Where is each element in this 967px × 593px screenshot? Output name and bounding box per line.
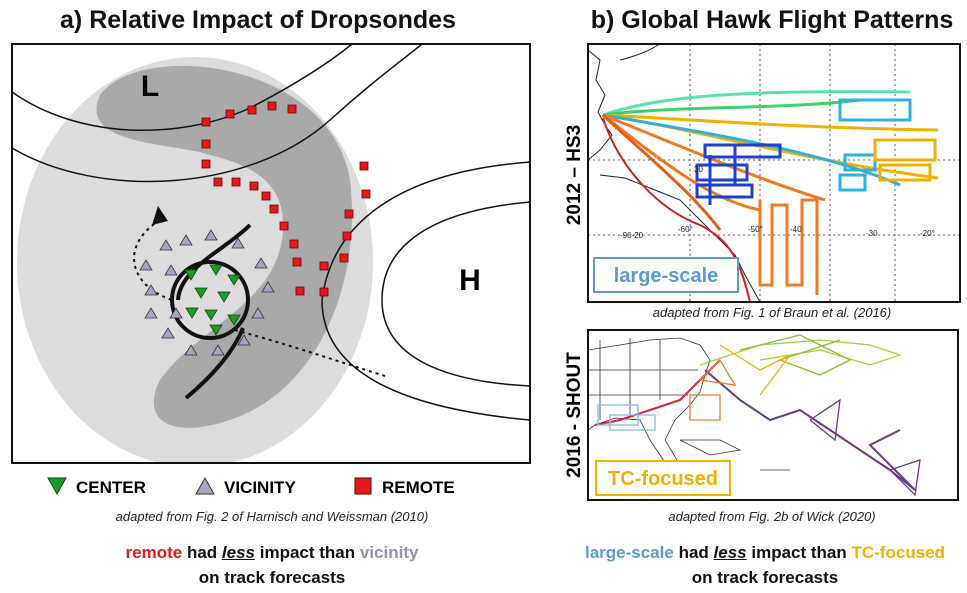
legend-shape bbox=[196, 478, 214, 494]
low-label: L bbox=[141, 70, 159, 103]
map-label: -90-20 bbox=[620, 231, 644, 240]
legend-label: VICINITY bbox=[224, 478, 296, 497]
page: a) Relative Impact of Dropsondes b) Glob… bbox=[0, 0, 967, 593]
schematic bbox=[12, 44, 530, 467]
tag: large-scale bbox=[614, 265, 719, 287]
map-label: -20° bbox=[920, 229, 935, 238]
text: impact than bbox=[751, 543, 846, 562]
credit: adapted from Fig. 2 of Harnisch and Weis… bbox=[116, 509, 429, 524]
legend-shape bbox=[48, 478, 66, 494]
conclusion-line: remote had less impact than vicinity bbox=[42, 540, 502, 565]
keyword: TC-focused bbox=[852, 543, 946, 562]
side-label: 2016 - SHOUT bbox=[564, 352, 585, 478]
legend-label: REMOTE bbox=[382, 478, 455, 497]
conclusion: large-scale had less impact than TC-focu… bbox=[535, 540, 967, 590]
map-label: -30 bbox=[866, 229, 878, 238]
legend-shape bbox=[355, 478, 371, 494]
text: impact than bbox=[260, 543, 355, 562]
map-label: -50° bbox=[748, 225, 763, 234]
conclusion-line: on track forecasts bbox=[535, 565, 967, 590]
tag: TC-focused bbox=[608, 468, 718, 490]
legend-label: CENTER bbox=[76, 478, 146, 497]
credit: adapted from Fig. 2b of Wick (2020) bbox=[668, 509, 875, 524]
figure: a) Relative Impact of Dropsondes b) Glob… bbox=[0, 0, 967, 593]
text: had bbox=[187, 543, 217, 562]
keyword: remote bbox=[126, 543, 183, 562]
panel-title: b) Global Hawk Flight Patterns bbox=[591, 6, 954, 34]
legend: CENTER VICINITY REMOTE bbox=[48, 478, 455, 497]
panel-title: a) Relative Impact of Dropsondes bbox=[60, 6, 456, 34]
conclusion-line: on track forecasts bbox=[42, 565, 502, 590]
emphasis: less bbox=[714, 543, 747, 562]
map-label: 30 bbox=[694, 165, 703, 174]
side-label: 2012 – HS3 bbox=[564, 125, 585, 225]
credit: adapted from Fig. 1 of Braun et al. (201… bbox=[653, 305, 891, 320]
conclusion: remote had less impact than vicinity on … bbox=[42, 540, 502, 590]
text: had bbox=[679, 543, 709, 562]
keyword: large-scale bbox=[585, 543, 674, 562]
keyword: vicinity bbox=[360, 543, 419, 562]
conclusion-line: large-scale had less impact than TC-focu… bbox=[535, 540, 967, 565]
map-label: -60° bbox=[678, 225, 693, 234]
high-label: H bbox=[459, 264, 481, 297]
map-label: -40 bbox=[790, 225, 802, 234]
emphasis: less bbox=[222, 543, 255, 562]
